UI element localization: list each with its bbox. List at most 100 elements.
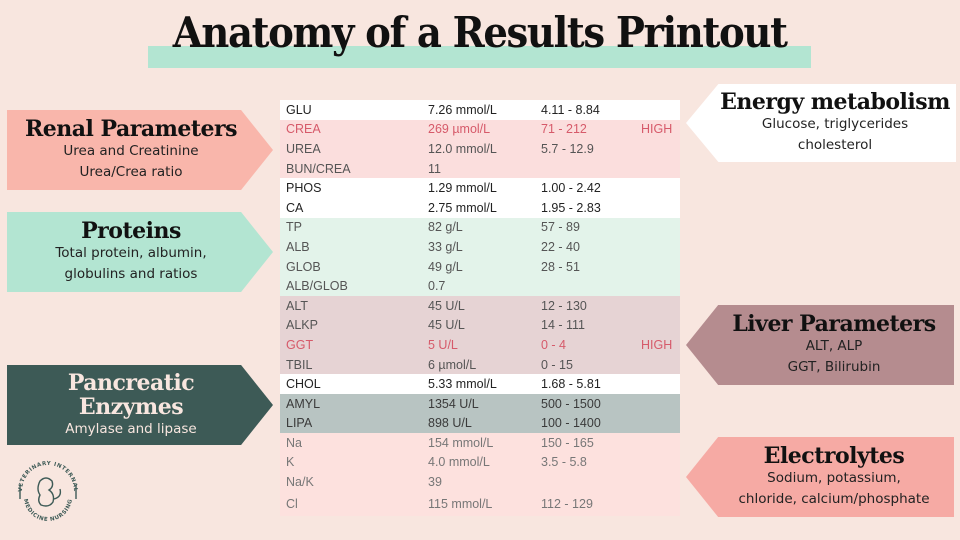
reference-range: 112 - 129 [541, 496, 593, 511]
test-name: ALT [286, 298, 308, 313]
reference-range: 0 - 4 [541, 337, 567, 352]
test-name: CHOL [286, 377, 321, 392]
test-value: 39 [428, 475, 442, 490]
table-row: GLOB 49 g/L 28 - 51 [280, 256, 680, 277]
tag-pancreatic-enzymes: Pancreatic Enzymes Amylase and lipase [7, 365, 273, 445]
reference-range: 1.00 - 2.42 [541, 181, 601, 196]
test-value: 82 g/L [428, 220, 463, 235]
tag-heading: Proteins [81, 218, 181, 244]
tag-heading: Electrolytes [763, 443, 905, 469]
reference-range: 1.68 - 5.81 [541, 377, 601, 392]
tag-heading: Pancreatic [67, 369, 195, 396]
high-flag: HIGH [641, 122, 673, 137]
test-value: 4.0 mmol/L [428, 455, 490, 470]
table-row: Na/K 39 [280, 472, 680, 492]
test-name: TBIL [286, 357, 313, 372]
tag-energy-metabolism: Energy metabolism Glucose, triglycerides… [686, 84, 956, 162]
reference-range: 71 - 212 [541, 122, 587, 137]
reference-range: 28 - 51 [541, 259, 580, 274]
table-row: CREA 269 µmol/L 71 - 212 HIGH [280, 119, 680, 140]
tag-line: globulins and ratios [64, 266, 198, 282]
test-name: UREA [286, 141, 321, 156]
reference-range: 5.7 - 12.9 [541, 141, 594, 156]
tag-line: Amylase and lipase [65, 420, 197, 437]
title-container: Anatomy of a Results Printout [0, 8, 960, 57]
test-value: 5.33 mmol/L [428, 377, 497, 392]
svg-text:MEDICINE NURSING: MEDICINE NURSING [22, 498, 74, 523]
test-value: 49 g/L [428, 259, 463, 274]
test-value: 45 U/L [428, 298, 465, 313]
test-value: 115 mmol/L [428, 496, 493, 511]
test-name: PHOS [286, 181, 322, 196]
test-value: 2.75 mmol/L [428, 200, 497, 215]
reference-range: 500 - 1500 [541, 396, 601, 411]
test-name: Cl [286, 496, 298, 511]
table-row: TP 82 g/L 57 - 89 [280, 217, 680, 238]
tag-proteins: Proteins Total protein, albumin, globuli… [7, 212, 273, 292]
tag-line: ALT, ALP [805, 338, 863, 354]
table-row: LIPA 898 U/L 100 - 1400 [280, 413, 680, 434]
test-value: 11 [428, 161, 441, 176]
reference-range: 4.11 - 8.84 [541, 102, 600, 117]
tag-heading: Enzymes [78, 393, 184, 420]
table-row: Cl 115 mmol/L 112 - 129 [280, 491, 680, 516]
tag-line: Glucose, triglycerides [761, 116, 909, 132]
test-name: Na/K [286, 475, 314, 490]
tag-heading: Liver Parameters [732, 311, 936, 337]
table-row: BUN/CREA 11 [280, 158, 680, 179]
logo-top-text: VETERINARY INTERNAL [18, 461, 78, 492]
tag-renal-parameters: Renal Parameters Urea and Creatinine Ure… [7, 110, 273, 190]
reference-range: 22 - 40 [541, 239, 580, 254]
logo-bottom-text: MEDICINE NURSING [22, 498, 73, 523]
test-value: 1354 U/L [428, 396, 479, 411]
table-row: K 4.0 mmol/L 3.5 - 5.8 [280, 452, 680, 473]
table-row: Na 154 mmol/L 150 - 165 [280, 433, 680, 453]
test-name: ALB [286, 239, 310, 254]
results-table: GLU 7.26 mmol/L 4.11 - 8.84 CREA 269 µmol/L… [280, 100, 680, 516]
reference-range: 100 - 1400 [541, 416, 601, 431]
reference-range: 0 - 15 [541, 357, 573, 372]
test-value: 45 U/L [428, 318, 465, 333]
reference-range: 3.5 - 5.8 [541, 455, 587, 470]
test-value: 1.29 mmol/L [428, 181, 497, 196]
test-name: ALB/GLOB [286, 279, 348, 294]
test-value: 154 mmol/L [428, 435, 494, 450]
tag-electrolytes: Electrolytes Sodium, potassium, chloride… [686, 437, 954, 517]
reference-range: 14 - 111 [541, 318, 586, 333]
high-flag: HIGH [641, 337, 673, 352]
test-name: LIPA [286, 416, 313, 431]
table-row: ALT 45 U/L 12 - 130 [280, 295, 680, 316]
dog-cat-icon [19, 477, 77, 507]
table-row: ALB 33 g/L 22 - 40 [280, 237, 680, 257]
test-value: 12.0 mmol/L [428, 141, 497, 156]
reference-range: 1.95 - 2.83 [541, 200, 601, 215]
tag-heading: Renal Parameters [24, 116, 238, 142]
table-row: GLU 7.26 mmol/L 4.11 - 8.84 [280, 100, 680, 120]
test-value: 6 µmol/L [428, 357, 477, 372]
test-name: BUN/CREA [286, 161, 351, 176]
test-name: Na [286, 435, 302, 450]
vimn-logo: VETERINARY INTERNAL MEDICINE NURSING [18, 461, 78, 523]
test-name: CA [286, 200, 304, 215]
test-value: 898 U/L [428, 416, 472, 431]
tag-heading: Energy metabolism [720, 89, 950, 115]
reference-range: 12 - 130 [541, 298, 587, 313]
test-name: GGT [286, 337, 314, 352]
test-name: CREA [286, 122, 321, 137]
table-row: ALB/GLOB 0.7 [280, 276, 680, 296]
title-highlight [148, 46, 811, 68]
test-value: 0.7 [428, 279, 446, 294]
reference-range: 57 - 89 [541, 220, 580, 235]
table-row: ALKP 45 U/L 14 - 111 [280, 315, 680, 336]
test-name: GLOB [286, 259, 321, 274]
svg-text:VETERINARY INTERNAL: VETERINARY INTERNAL [18, 461, 78, 492]
test-name: K [286, 455, 295, 470]
test-value: 269 µmol/L [428, 122, 491, 137]
tag-line: cholesterol [797, 137, 873, 153]
tag-line: Urea/Crea ratio [79, 164, 183, 180]
table-row: CA 2.75 mmol/L 1.95 - 2.83 [280, 197, 680, 218]
table-row: GGT 5 U/L 0 - 4 HIGH [280, 335, 680, 355]
table-row: UREA 12.0 mmol/L 5.7 - 12.9 [280, 139, 680, 159]
test-value: 33 g/L [428, 239, 463, 254]
tag-line: Urea and Creatinine [63, 143, 199, 159]
